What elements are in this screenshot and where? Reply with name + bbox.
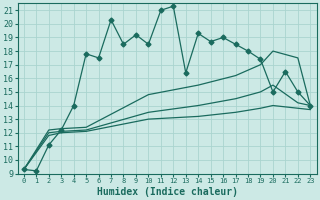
X-axis label: Humidex (Indice chaleur): Humidex (Indice chaleur)	[97, 186, 237, 197]
